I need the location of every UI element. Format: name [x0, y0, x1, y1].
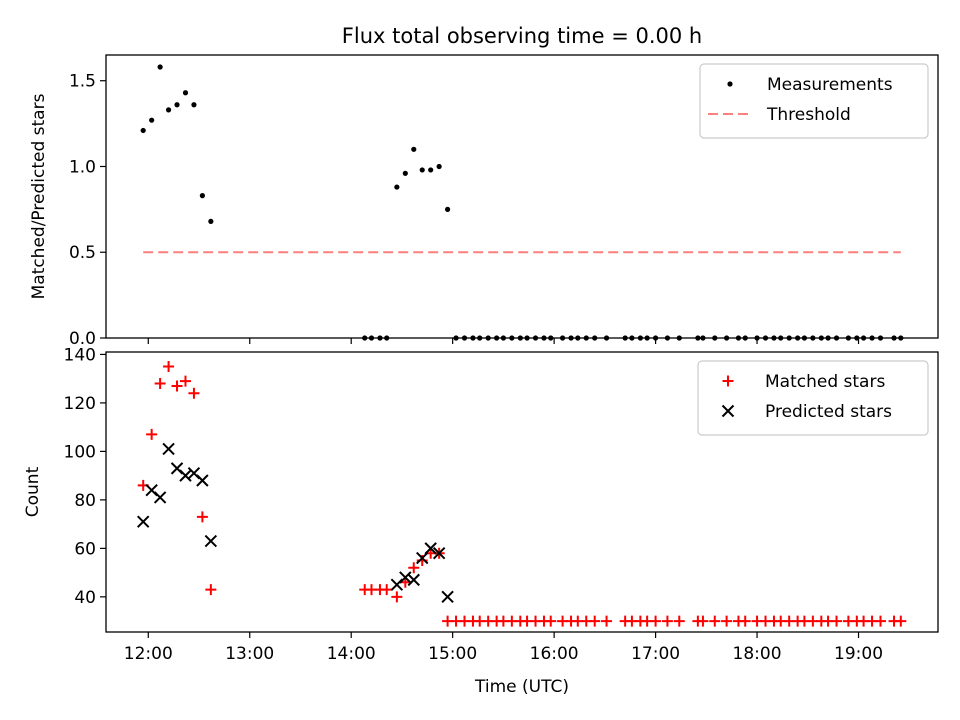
x-tick-label: 15:00	[428, 644, 477, 664]
y-axis-label: Count	[23, 466, 43, 517]
matched-stars-point	[650, 615, 662, 627]
measurements-point	[174, 102, 180, 108]
x-tick-label: 18:00	[733, 644, 782, 664]
measurements-point	[444, 206, 451, 212]
measurements-point	[165, 107, 172, 113]
x-tick-label: 14:00	[327, 644, 376, 664]
legend: Measurements Threshold	[699, 63, 929, 139]
plot-frame	[105, 54, 939, 339]
count-panel: 40 60 80 100 120 140 12:00 13:00 14:00 15:00 16:00…	[23, 345, 939, 697]
matched-stars-point	[673, 615, 685, 627]
legend-box	[697, 360, 929, 436]
measurements-point	[394, 184, 400, 190]
predicted-stars-point	[441, 590, 454, 604]
matched-stars-point	[875, 615, 887, 627]
measurements-point	[199, 193, 205, 199]
x-tick-label: 12:00	[124, 644, 173, 664]
y-tick-label: 1.0	[69, 157, 96, 177]
matched-stars-point	[154, 378, 166, 390]
predicted-stars-point	[424, 542, 437, 555]
matched-stars-point	[391, 591, 403, 603]
matched-stars-point	[196, 511, 208, 523]
y-tick-label: 80	[74, 491, 96, 511]
measurements-point	[428, 167, 434, 173]
legend-matched-stars-swatch	[722, 375, 734, 387]
predicted-stars-point	[196, 474, 209, 487]
x-tick-label: 19:00	[834, 644, 883, 664]
legend-measurements-swatch	[727, 81, 733, 87]
matched-stars-point	[408, 562, 420, 574]
y-tick-label: 40	[74, 588, 96, 608]
measurements-point	[140, 127, 146, 134]
measurements-point	[436, 163, 442, 170]
series-layer	[136, 361, 907, 627]
legend-box	[699, 63, 929, 139]
matched-stars-point	[171, 380, 183, 392]
x-tick-label: 13:00	[225, 644, 274, 664]
y-axis-label: Matched/Predicted stars	[29, 93, 49, 299]
matched-stars-point	[709, 615, 721, 627]
y-tick-label: 0.0	[69, 329, 96, 349]
matched-stars-point	[188, 387, 200, 399]
legend-threshold-label: Threshold	[766, 105, 851, 125]
matched-stars-point	[205, 584, 217, 596]
measurements-point	[157, 64, 163, 70]
measurements-point	[419, 167, 425, 173]
legend: Matched stars Predicted stars	[697, 360, 929, 436]
ratio-panel: 0.0 0.5 1.0 1.5 Matched/Predicted stars Measu…	[29, 54, 939, 349]
legend-matched-stars-label: Matched stars	[765, 372, 885, 392]
measurements-point	[149, 117, 155, 123]
matched-stars-point	[179, 375, 191, 387]
matched-stars-point	[697, 615, 709, 627]
predicted-stars-point	[407, 573, 420, 587]
x-axis-label: Time (UTC)	[474, 677, 569, 697]
matched-stars-point	[721, 615, 733, 627]
legend-predicted-stars-label: Predicted stars	[765, 402, 892, 422]
matched-stars-point	[661, 615, 673, 627]
measurements-point	[411, 146, 417, 152]
matched-stars-point	[163, 361, 175, 373]
chart-title: Flux total observing time = 0.00 h	[342, 24, 702, 48]
matched-stars-point	[895, 615, 907, 627]
x-tick-label: 17:00	[631, 644, 680, 664]
matched-stars-point	[739, 615, 751, 627]
y-tick-label: 100	[64, 442, 96, 462]
legend-predicted-stars-swatch	[721, 404, 735, 418]
predicted-stars-point	[136, 515, 150, 528]
matched-stars-point	[831, 615, 843, 627]
y-tick-label: 0.5	[69, 243, 96, 263]
matched-stars-point	[601, 615, 613, 627]
legend-measurements-label: Measurements	[767, 75, 893, 95]
predicted-stars-point	[153, 491, 167, 504]
predicted-stars-point	[204, 534, 218, 548]
matched-stars-point	[589, 615, 601, 627]
matched-stars-point	[381, 584, 393, 596]
matched-stars-point	[545, 615, 557, 627]
matched-stars-point	[146, 428, 158, 440]
predicted-stars-point	[162, 442, 175, 456]
measurements-point	[182, 90, 189, 96]
predicted-stars-point	[432, 547, 446, 560]
y-tick-label: 60	[74, 539, 96, 559]
measurements-point	[402, 170, 408, 176]
y-tick-label: 140	[64, 345, 96, 365]
y-tick-label: 120	[64, 394, 96, 414]
y-tick-label: 1.5	[69, 72, 96, 92]
x-tick-label: 16:00	[530, 644, 579, 664]
measurements-point	[191, 102, 197, 108]
plot-frame	[105, 351, 939, 633]
measurements-point	[208, 218, 214, 224]
